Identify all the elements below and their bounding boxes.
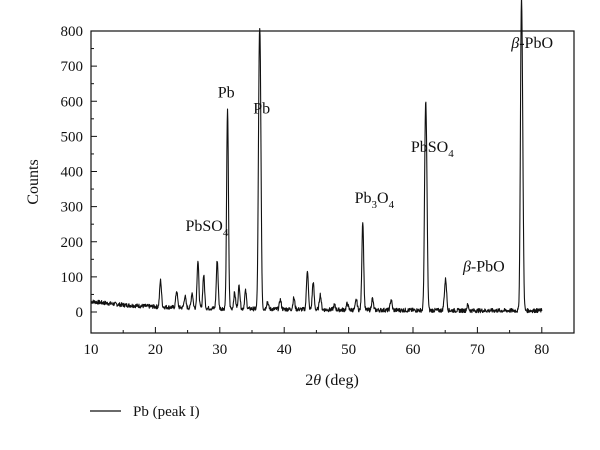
- x-axis-title: 2θ (deg): [305, 372, 359, 389]
- x-tick-label: 80: [534, 342, 549, 358]
- x-tick-label: 30: [212, 342, 227, 358]
- legend-label: Pb (peak I): [133, 404, 200, 420]
- y-axis-title: Counts: [25, 159, 42, 204]
- legend: Pb (peak I): [90, 404, 200, 420]
- x-tick-label: 50: [341, 342, 356, 358]
- peak-annotation: Pb: [253, 101, 270, 118]
- x-tick-label: 20: [148, 342, 163, 358]
- y-tick-label: 0: [76, 305, 84, 321]
- y-tick-label: 800: [61, 24, 84, 40]
- peak-annotation: Pb: [218, 85, 235, 102]
- x-tick-label: 70: [470, 342, 485, 358]
- peak-annotation: PbSO4: [185, 218, 228, 239]
- x-tick-label: 10: [84, 342, 99, 358]
- peak-annotation: β-PbO: [510, 35, 553, 52]
- plot-frame: [90, 30, 575, 334]
- annotations: PbSO4 Pb Pb Pb3O4 PbSO4 β-PbO β-PbO: [185, 35, 553, 276]
- y-tick-label: 100: [61, 270, 84, 286]
- y-tick-label: 400: [61, 165, 84, 181]
- y-tick-label: 600: [61, 94, 84, 110]
- peak-annotation: β-PbO: [462, 259, 505, 276]
- series-line-pb-peak-1: [90, 0, 543, 314]
- peak-annotation: PbSO4: [411, 139, 454, 160]
- y-tick-label: 700: [61, 59, 84, 75]
- x-tick-label: 40: [277, 342, 292, 358]
- y-tick-label: 300: [61, 200, 84, 216]
- y-tick-label: 500: [61, 129, 84, 145]
- peak-annotation: Pb3O4: [355, 190, 395, 211]
- x-tick-label: 60: [406, 342, 421, 358]
- axis-ticks: 10 20 30 40 50 60 70 80010020030040050060070080…: [61, 24, 575, 358]
- series-group: [90, 0, 543, 314]
- y-tick-label: 200: [61, 235, 84, 251]
